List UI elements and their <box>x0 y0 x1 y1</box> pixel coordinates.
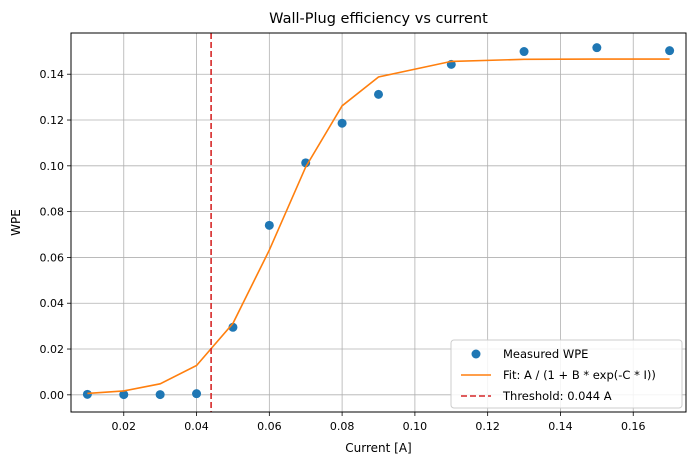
measured-wpe-point <box>337 118 347 128</box>
y-tick-label: 0.06 <box>40 251 65 264</box>
y-tick-label: 0.08 <box>40 206 65 219</box>
x-tick-label: 0.10 <box>403 420 428 433</box>
y-tick-label: 0.02 <box>40 343 65 356</box>
fit-curve-line <box>87 58 670 395</box>
measured-wpe-point <box>155 390 165 400</box>
x-tick-label: 0.08 <box>330 420 355 433</box>
y-axis-ticks: 0.00 0.02 0.04 0.06 0.08 0.10 0.12 0.14 <box>40 68 71 402</box>
measured-wpe-point <box>519 47 529 57</box>
measured-wpe-point <box>264 220 274 230</box>
y-tick-label: 0.00 <box>40 389 65 402</box>
x-tick-label: 0.12 <box>475 420 500 433</box>
plot-marks <box>82 33 675 412</box>
measured-wpe-point <box>374 89 383 99</box>
legend-box <box>450 339 683 409</box>
y-tick-label: 0.04 <box>40 297 65 310</box>
measured-wpe-point <box>592 43 602 53</box>
x-tick-label: 0.16 <box>621 420 646 433</box>
x-tick-label: 0.06 <box>257 420 282 433</box>
y-tick-label: 0.10 <box>40 160 65 173</box>
measured-wpe-point <box>82 389 92 399</box>
y-axis-label: WPE <box>9 209 23 236</box>
y-tick-label: 0.12 <box>40 114 65 127</box>
legend-label-measured: Measured WPE <box>503 347 588 361</box>
x-tick-label: 0.04 <box>184 420 209 433</box>
measured-wpe-point <box>665 46 675 56</box>
x-tick-label: 0.14 <box>548 420 573 433</box>
legend-marker-measured <box>471 349 481 359</box>
chart-title: Wall-Plug efficiency vs current <box>269 11 488 27</box>
legend-label-threshold: Threshold: 0.044 A <box>502 389 612 403</box>
legend: Measured WPE Fit: A / (1 + B * exp(-C * I… <box>450 339 683 409</box>
measured-wpe-point <box>192 389 202 399</box>
x-tick-label: 0.02 <box>112 420 137 433</box>
measured-wpe-point <box>119 390 129 400</box>
x-axis-ticks: 0.02 0.04 0.06 0.08 0.10 0.12 0.14 0.16 <box>112 412 646 433</box>
plot-frame <box>70 32 687 413</box>
legend-label-fit: Fit: A / (1 + B * exp(-C * I)) <box>503 368 656 382</box>
measured-wpe-point <box>301 158 311 168</box>
y-tick-label: 0.14 <box>40 68 65 81</box>
x-axis-label: Current [A] <box>345 441 411 455</box>
